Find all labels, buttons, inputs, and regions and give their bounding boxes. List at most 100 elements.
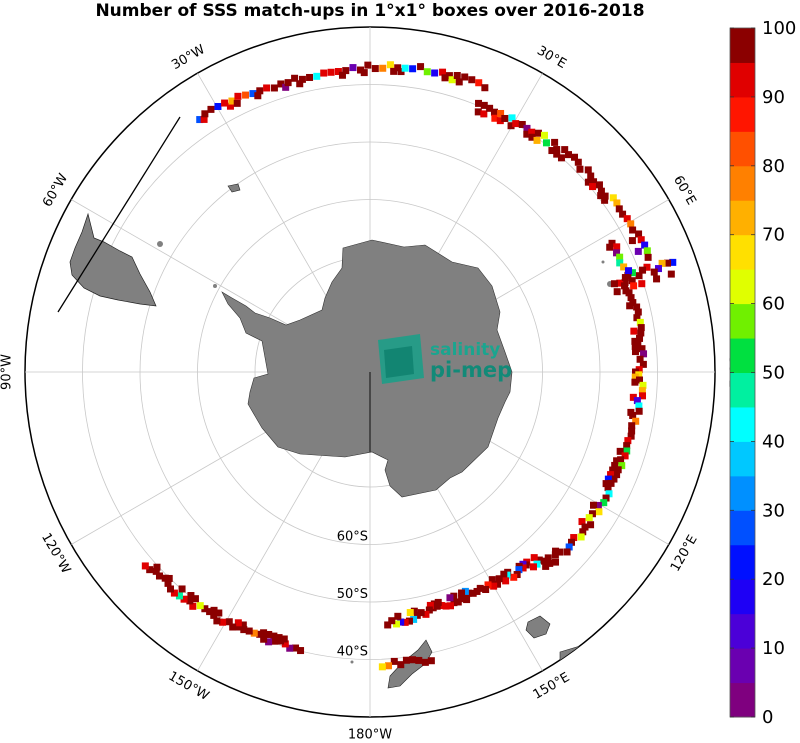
matchup-cell: [417, 63, 425, 71]
matchup-cell: [601, 192, 609, 200]
matchup-cell: [371, 65, 379, 73]
matchup-cell: [475, 79, 483, 87]
matchup-cell: [286, 644, 294, 652]
matchup-cell: [458, 589, 466, 597]
logo-swatch: [384, 346, 414, 378]
matchup-cell: [141, 562, 149, 570]
matchup-cell: [155, 572, 163, 580]
matchup-cell: [628, 427, 636, 435]
matchup-cell: [563, 548, 571, 556]
matchup-cell: [553, 150, 561, 158]
longitude-label: 90°W: [0, 354, 15, 390]
matchup-cell: [639, 266, 647, 274]
matchup-cell: [602, 480, 610, 488]
matchup-cell: [191, 595, 199, 603]
matchup-cell: [461, 587, 469, 595]
matchup-cell: [463, 596, 471, 604]
colorbar-tick-label: 30: [762, 500, 785, 521]
matchup-cell: [501, 114, 509, 122]
matchup-cell: [165, 574, 173, 582]
colorbar-swatch: [730, 234, 755, 270]
matchup-cell: [265, 630, 273, 638]
matchup-cell: [206, 608, 214, 616]
matchup-cell: [589, 183, 597, 191]
matchup-cell: [637, 324, 645, 332]
matchup-cell: [239, 621, 247, 629]
matchup-cell: [406, 609, 414, 617]
matchup-cell: [296, 80, 304, 88]
matchup-cell: [635, 366, 643, 374]
matchup-cell: [552, 547, 560, 555]
matchup-cell: [291, 74, 299, 82]
matchup-cell: [201, 605, 209, 613]
matchup-cell: [633, 397, 641, 405]
matchup-cell: [629, 226, 637, 234]
matchup-cell: [313, 72, 321, 80]
matchup-cell: [653, 275, 661, 283]
matchup-cell: [280, 635, 288, 643]
matchup-cell: [542, 139, 550, 147]
matchup-cell: [628, 422, 636, 430]
matchup-cell: [392, 620, 400, 628]
matchup-cell: [595, 508, 603, 516]
matchup-cell: [589, 501, 597, 509]
matchup-cell: [234, 92, 242, 100]
matchup-cell: [153, 563, 161, 571]
latitude-label: 50°S: [337, 587, 368, 602]
colorbar-swatch: [730, 28, 755, 63]
colorbar-swatch: [730, 96, 755, 132]
matchup-cell: [394, 612, 402, 620]
matchup-cell: [578, 518, 586, 526]
matchup-cell: [426, 601, 434, 609]
matchup-cell: [631, 342, 639, 350]
matchup-cell: [643, 263, 651, 271]
matchup-cell: [634, 247, 642, 255]
matchup-cell: [379, 64, 387, 72]
matchup-cell: [584, 166, 592, 174]
matchup-cell: [629, 393, 637, 401]
matchup-cell: [187, 592, 195, 600]
salinity-pi-mep-logo: salinity pi-mep: [378, 334, 512, 384]
matchup-cell: [207, 105, 215, 113]
matchup-cell: [507, 122, 515, 130]
matchup-cell: [577, 533, 585, 541]
matchup-cell: [641, 241, 649, 249]
matchup-cell: [616, 259, 624, 267]
matchup-cell: [637, 236, 645, 244]
matchup-cell: [256, 630, 264, 638]
matchup-cell: [616, 279, 624, 287]
colorbar-swatch: [730, 406, 755, 442]
matchup-cell: [634, 308, 642, 316]
matchup-cell: [415, 656, 423, 664]
matchup-cell: [423, 68, 431, 76]
matchup-cell: [557, 154, 565, 162]
matchup-cell: [610, 475, 618, 483]
matchup-cell: [453, 71, 461, 79]
matchup-cell: [664, 259, 672, 267]
matchup-cell: [388, 617, 396, 625]
matchup-cell: [180, 595, 188, 603]
matchup-cell: [628, 269, 636, 277]
matchup-cell: [306, 73, 314, 81]
matchup-cell: [535, 556, 543, 564]
matchup-cell: [431, 69, 439, 77]
matchup-cell: [146, 566, 154, 574]
matchup-cell: [630, 282, 638, 290]
matchup-cell: [597, 187, 605, 195]
matchup-cell: [654, 265, 662, 273]
matchup-cell: [604, 475, 612, 483]
colorbar-swatch: [730, 510, 755, 546]
matchup-cell: [588, 510, 596, 518]
matchup-cell: [292, 644, 300, 652]
colorbar-swatch: [730, 648, 755, 684]
matchup-cell: [240, 626, 248, 634]
matchup-cell: [541, 557, 549, 565]
matchup-cell: [602, 494, 610, 502]
matchup-cell: [619, 210, 627, 218]
matchup-cell: [281, 640, 289, 648]
island: [157, 241, 163, 247]
colorbar-swatch: [730, 682, 755, 718]
matchup-cell: [152, 567, 160, 575]
matchup-cell: [410, 607, 418, 615]
